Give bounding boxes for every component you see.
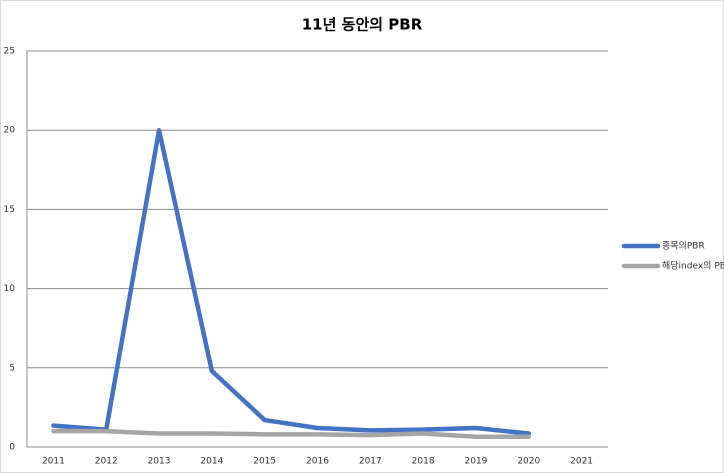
- y-tick-label: 0: [9, 443, 15, 453]
- x-tick-label: 2020: [517, 457, 540, 467]
- x-tick-label: 2013: [148, 457, 171, 467]
- series-line: [51, 127, 532, 436]
- x-tick-label: 2021: [570, 457, 593, 467]
- x-tick-label: 2015: [253, 457, 276, 467]
- y-tick-label: 15: [4, 205, 15, 215]
- x-tick-label: 2019: [465, 457, 488, 467]
- y-tick-label: 20: [4, 126, 16, 136]
- chart-title: 11년 동안의 PBR: [302, 16, 423, 34]
- x-tick-label: 2011: [42, 457, 65, 467]
- y-tick-label: 25: [4, 47, 15, 57]
- x-tick-label: 2018: [412, 457, 435, 467]
- x-tick-label: 2017: [359, 457, 382, 467]
- y-tick-label: 5: [9, 363, 15, 373]
- x-tick-label: 2012: [95, 457, 118, 467]
- legend-label: 종목의PBR: [662, 241, 705, 252]
- y-tick-label: 10: [4, 284, 16, 294]
- x-tick-label: 2016: [306, 457, 329, 467]
- x-tick-label: 2014: [200, 457, 223, 467]
- series-line: [51, 428, 532, 439]
- legend-label: 해당index의 PBR: [662, 261, 724, 272]
